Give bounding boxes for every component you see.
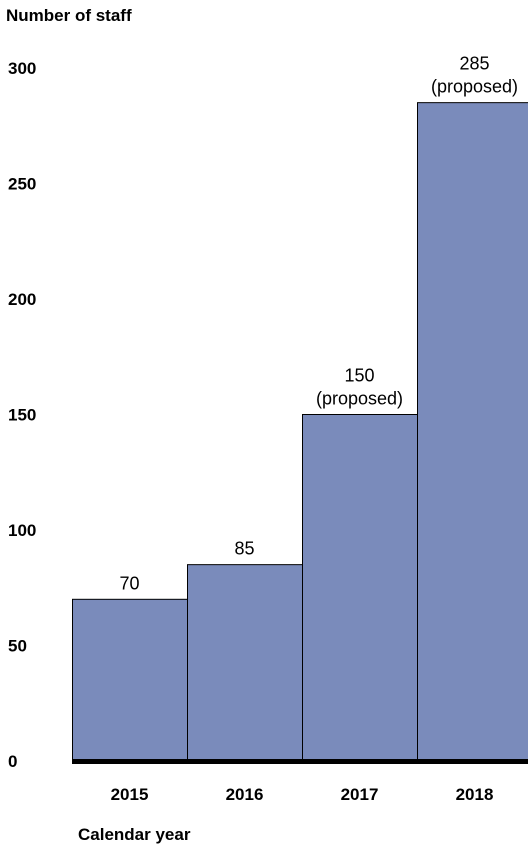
y-tick-label: 300 [8,59,36,78]
bar-2018 [417,102,528,762]
y-tick-label: 200 [8,290,36,309]
y-tick-label: 50 [8,637,27,656]
bar-2017 [302,414,418,762]
y-tick-label: 250 [8,175,36,194]
data-label: (proposed) [316,389,403,409]
y-tick-label: 100 [8,521,36,540]
data-label: 85 [234,539,254,559]
data-label: 285 [459,54,489,74]
x-axis-label: Calendar year [78,825,191,844]
y-tick-label: 0 [8,752,17,771]
x-tick-label: 2015 [111,785,149,804]
data-label: 150 [344,366,374,386]
x-tick-label: 2016 [226,785,264,804]
x-tick-label: 2018 [456,785,494,804]
data-label: (proposed) [431,77,518,97]
x-tick-label: 2017 [341,785,379,804]
bar-2016 [187,564,303,762]
bar-2015 [72,598,188,762]
y-tick-label: 150 [8,406,36,425]
data-label: 70 [119,573,139,593]
y-axis-label: Number of staff [6,6,132,25]
